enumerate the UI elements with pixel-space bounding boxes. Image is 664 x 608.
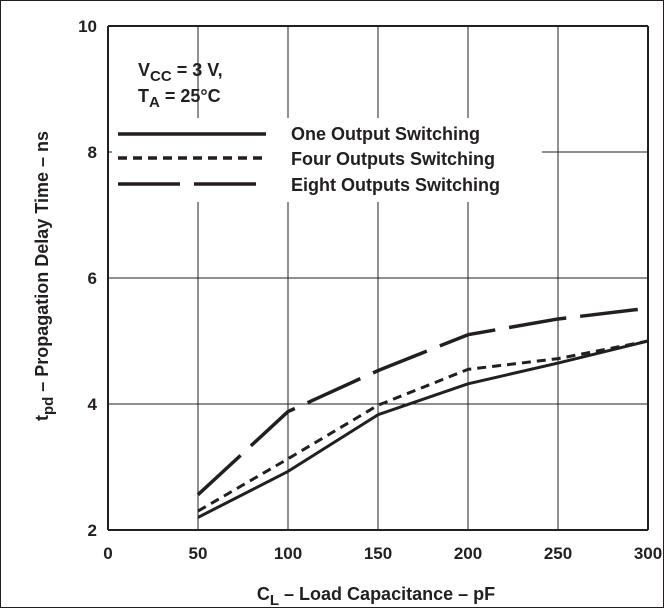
y-tick-label: 8: [88, 143, 97, 162]
y-tick-label: 2: [88, 521, 97, 540]
tick-labels: 0 50 100 150 200 250 300 2 4 6 8 10: [78, 17, 662, 563]
y-tick-label: 10: [78, 17, 97, 36]
grid-lines: [107, 25, 649, 531]
x-tick-label: 100: [274, 544, 302, 563]
ta-annotation: TA = 25°C: [138, 86, 221, 111]
y-axis-title: tpd – Propagation Delay Time – ns: [32, 131, 57, 421]
x-tick-label: 300: [634, 544, 662, 563]
series-one-output: [197, 339, 649, 519]
y-tick-label: 4: [88, 395, 98, 414]
x-tick-label: 150: [364, 544, 392, 563]
x-axis-title: CL – Load Capacitance – pF: [257, 584, 495, 608]
legend-label-one-output: One Output Switching: [291, 124, 480, 144]
vcc-annotation: VCC = 3 V,: [138, 60, 223, 85]
x-tick-label: 250: [544, 544, 572, 563]
legend-label-four-outputs: Four Outputs Switching: [291, 149, 495, 169]
y-tick-label: 6: [88, 269, 97, 288]
series-eight-outputs: [196, 306, 649, 497]
legend-background: [112, 118, 542, 202]
legend-label-eight-outputs: Eight Outputs Switching: [291, 175, 500, 195]
legend: One Output Switching Four Outputs Switch…: [112, 118, 542, 202]
x-tick-label: 200: [454, 544, 482, 563]
series-four-outputs: [197, 339, 649, 513]
series-lines: [196, 306, 649, 519]
x-tick-label: 50: [189, 544, 208, 563]
x-tick-label: 0: [103, 544, 112, 563]
